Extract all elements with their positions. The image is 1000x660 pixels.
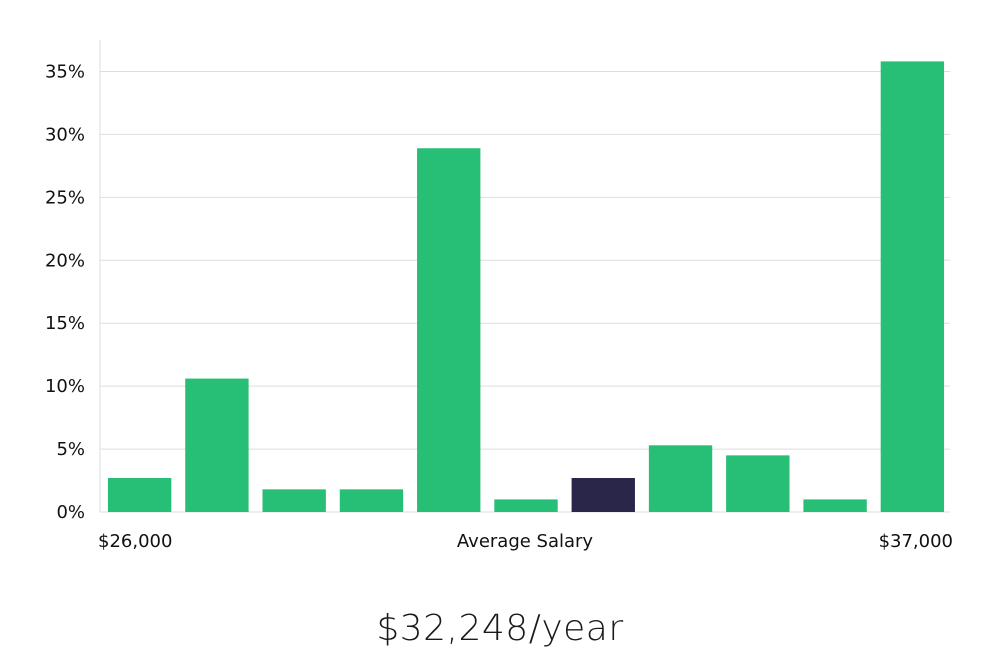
bar	[262, 489, 326, 512]
bar	[185, 378, 249, 512]
x-max-label: $37,000	[879, 531, 953, 552]
y-tick-label: 25%	[45, 187, 85, 208]
y-tick-label: 20%	[45, 250, 85, 271]
y-tick-labels: 0% 5% 10% 15% 20% 25% 30% 35%	[45, 61, 85, 523]
bar-highlighted	[571, 478, 635, 512]
x-axis-title: Average Salary	[457, 531, 594, 552]
average-salary-value: $32,248/year	[376, 608, 624, 649]
bar-layer	[107, 61, 945, 512]
bar	[107, 478, 172, 512]
y-tick-label: 0%	[56, 502, 85, 523]
salary-histogram: 0% 5% 10% 15% 20% 25% 30% 35% $26,000 Average S…	[45, 40, 953, 552]
bar	[417, 148, 481, 512]
chart-svg: 0% 5% 10% 15% 20% 25% 30% 35% $26,000 Average S…	[45, 40, 953, 552]
y-tick-label: 5%	[56, 439, 85, 460]
bar	[339, 489, 404, 512]
bar	[880, 61, 945, 512]
x-min-label: $26,000	[98, 531, 172, 552]
bar	[494, 499, 558, 512]
y-tick-label: 30%	[45, 124, 85, 145]
bar	[726, 455, 790, 512]
y-tick-label: 10%	[45, 376, 85, 397]
bar	[803, 499, 867, 512]
y-tick-label: 35%	[45, 61, 85, 82]
y-tick-label: 15%	[45, 313, 85, 334]
bar	[648, 445, 713, 512]
